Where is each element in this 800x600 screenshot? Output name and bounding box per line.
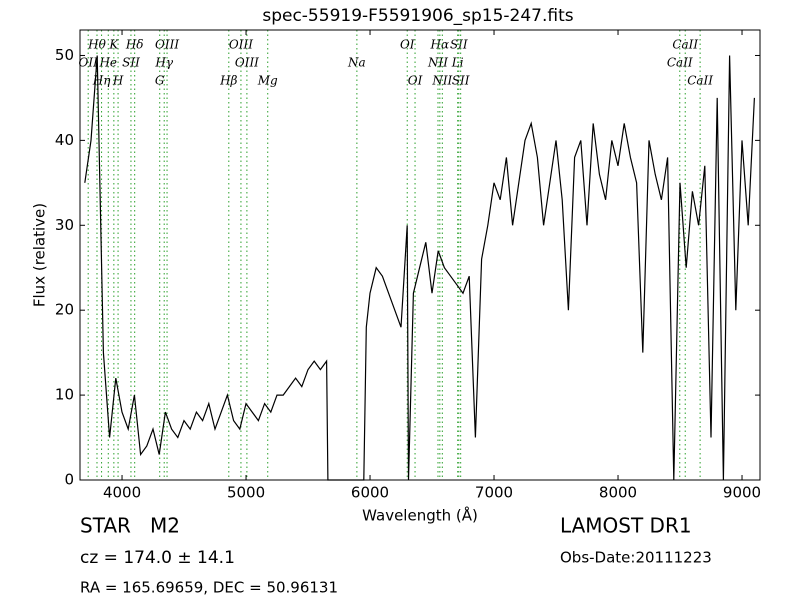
chart-title: spec-55919-F5591906_sp15-247.fits xyxy=(262,6,573,26)
spectral-line-label: CaII xyxy=(667,56,693,70)
spectral-line-label: SII xyxy=(122,56,140,70)
spectral-line-label: He xyxy=(98,56,117,70)
spectral-line-label: OI xyxy=(400,38,415,52)
y-tick-label: 10 xyxy=(55,386,74,404)
y-tick-label: 40 xyxy=(55,131,74,149)
y-axis-label: Flux (relative) xyxy=(31,203,49,307)
plot-frame xyxy=(79,29,761,481)
spectral-line-label: SII xyxy=(452,74,470,88)
spectral-line-label: NII xyxy=(431,74,452,88)
spectral-line-label: NII xyxy=(427,56,448,70)
coords-label: RA = 165.69659, DEC = 50.96131 xyxy=(80,579,338,597)
x-tick-label: 4000 xyxy=(103,484,141,502)
spectral-line-label: Hα xyxy=(430,38,450,52)
x-tick-label: 7000 xyxy=(475,484,513,502)
spectral-line-label: Mg xyxy=(257,74,278,88)
spectral-line-label: OIII xyxy=(155,38,179,52)
spectral-line-label: Hβ xyxy=(219,74,237,88)
spectral-line-label: OIII xyxy=(229,38,253,52)
spectral-line-label: OII xyxy=(79,56,99,70)
spectral-line-label: OI xyxy=(408,74,423,88)
y-tick-label: 20 xyxy=(55,301,74,319)
x-axis-label: Wavelength (Å) xyxy=(362,506,478,525)
spectrum-line xyxy=(84,55,755,481)
spectral-line-label: Hη xyxy=(92,74,111,88)
spectral-line-label: G xyxy=(155,74,165,88)
spectral-line-label: Hδ xyxy=(125,38,144,52)
spectral-line-label: Hγ xyxy=(154,56,173,70)
spectral-line-label: K xyxy=(108,38,119,52)
spectral-line-label: SII xyxy=(450,38,468,52)
x-tick-label: 5000 xyxy=(227,484,265,502)
object-label: STAR M2 xyxy=(80,514,180,538)
obs-date-label: Obs-Date:20111223 xyxy=(560,549,712,567)
y-tick-label: 50 xyxy=(55,46,74,64)
cz-label: cz = 174.0 ± 14.1 xyxy=(80,548,235,568)
y-tick-label: 30 xyxy=(55,216,74,234)
x-tick-label: 9000 xyxy=(723,484,761,502)
spectral-line-label: Li xyxy=(451,56,464,70)
spectral-line-label: CaII xyxy=(687,74,713,88)
y-tick-label: 0 xyxy=(64,471,74,489)
spectral-line-label: CaII xyxy=(672,38,698,52)
x-tick-label: 6000 xyxy=(351,484,389,502)
survey-label: LAMOST DR1 xyxy=(560,514,692,538)
x-tick-label: 8000 xyxy=(599,484,637,502)
spectral-line-label: Hθ xyxy=(87,38,106,52)
spectral-line-label: Na xyxy=(347,56,366,70)
spectral-line-label: H xyxy=(112,74,124,88)
spectral-line-label: OIII xyxy=(235,56,259,70)
